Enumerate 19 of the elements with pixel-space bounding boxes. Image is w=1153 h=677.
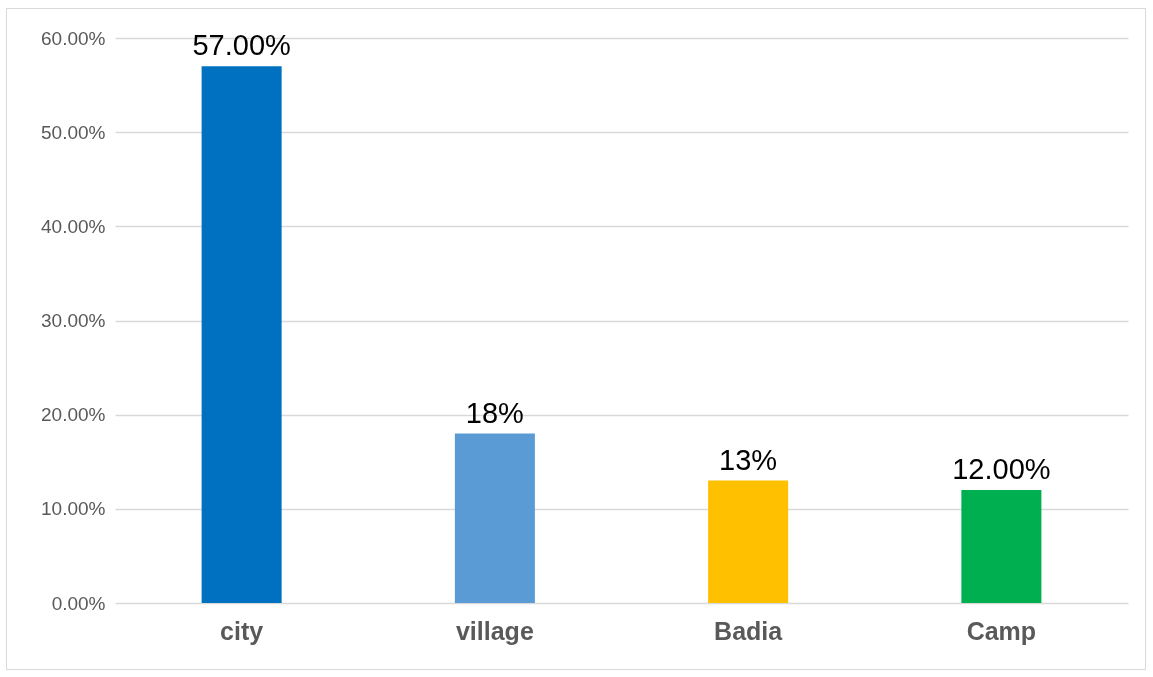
x-tick-label: village	[455, 616, 534, 645]
y-tick-label: 10.00%	[41, 498, 106, 520]
y-tick-label: 20.00%	[41, 404, 106, 426]
bar	[961, 490, 1042, 603]
x-tick-label: Camp	[966, 616, 1037, 645]
data-label: 12.00%	[952, 453, 1051, 485]
bar	[708, 480, 789, 603]
y-tick-label: 50.00%	[41, 121, 106, 143]
data-label: 57.00%	[192, 29, 291, 62]
data-label: 13%	[719, 443, 778, 476]
bar	[201, 66, 282, 603]
data-label: 18%	[465, 396, 524, 429]
x-tick-label: Badia	[714, 616, 784, 645]
y-tick-label: 40.00%	[41, 215, 106, 237]
y-tick-label: 0.00%	[51, 592, 106, 614]
x-tick-label: city	[220, 616, 264, 645]
y-tick-label: 30.00%	[41, 310, 106, 331]
bar	[454, 433, 535, 603]
y-tick-label: 60.00%	[41, 27, 106, 49]
